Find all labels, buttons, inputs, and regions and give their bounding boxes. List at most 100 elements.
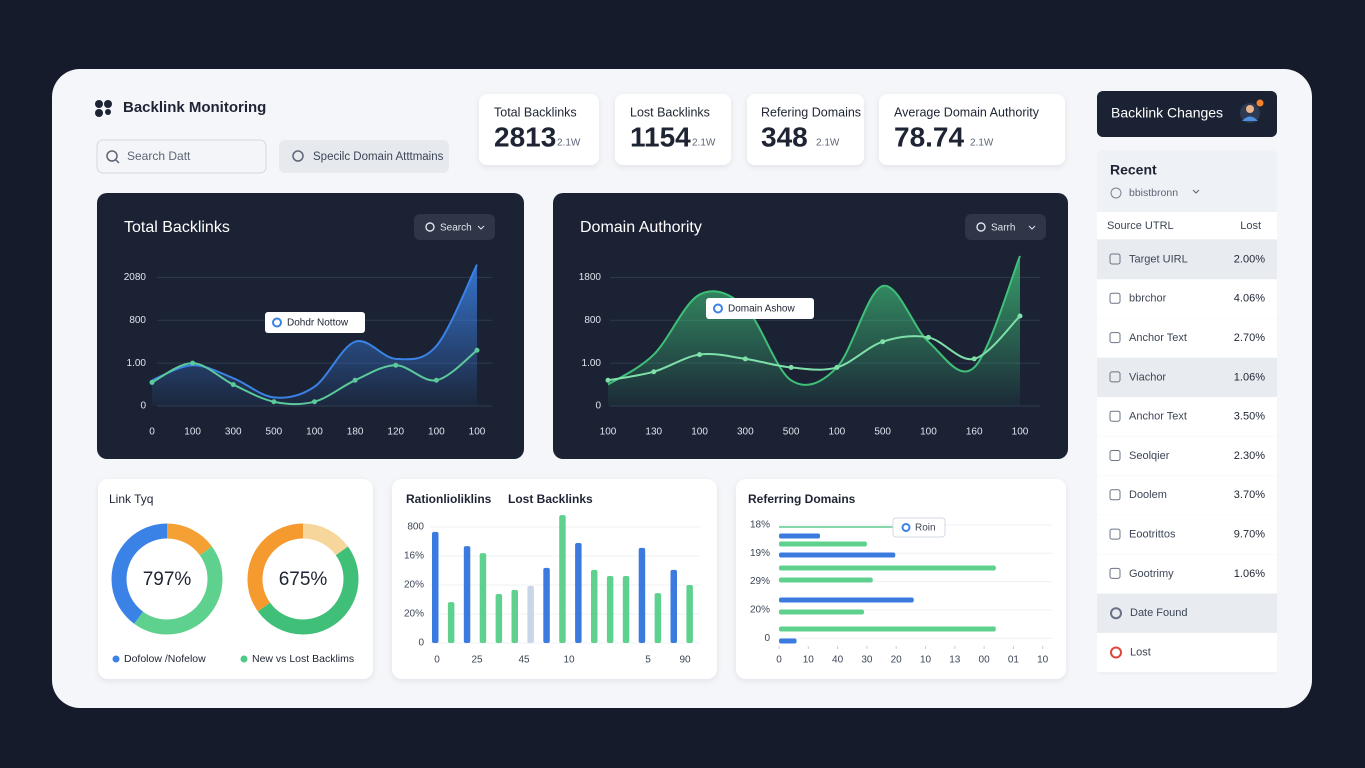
table-row	[1097, 633, 1277, 672]
search-button[interactable]	[414, 214, 495, 240]
point	[190, 360, 196, 366]
search-box[interactable]	[96, 139, 267, 174]
x-tick-label: 100	[428, 427, 445, 438]
row-icon	[1109, 371, 1121, 383]
x-tick-label: 10	[1037, 655, 1049, 666]
donut-center: 675%	[279, 569, 328, 590]
donut-segment	[111, 523, 223, 635]
point	[651, 369, 657, 375]
y-tick-label: 0	[140, 401, 146, 412]
stat-value: 348	[761, 121, 808, 152]
x-tick-label: 25	[471, 655, 483, 666]
x-tick-label: 300	[225, 427, 242, 438]
row-label: 0	[764, 633, 770, 644]
point	[433, 377, 439, 383]
point	[925, 334, 931, 340]
annotation: Dohdr Nottow	[287, 318, 349, 329]
row-label: Date Found	[1130, 607, 1187, 619]
button-label: Search	[440, 223, 472, 234]
x-tick-label: 100	[1012, 427, 1029, 438]
search-icon	[976, 222, 986, 232]
row-label: Doolem	[1129, 489, 1167, 501]
donut-center: 797%	[143, 569, 192, 590]
y-tick-label: 1800	[579, 272, 602, 283]
point	[230, 382, 236, 388]
row-value: 3.50%	[1234, 411, 1265, 423]
filter-dropdown[interactable]: bbistbronn	[1129, 187, 1178, 199]
avatar	[1246, 105, 1254, 113]
notification-dot	[1256, 99, 1264, 107]
y-tick-label: 1.00	[582, 358, 602, 369]
stat-value: 78.74	[894, 121, 964, 152]
point	[697, 352, 703, 358]
point	[788, 364, 794, 370]
logo	[95, 100, 112, 117]
legend-label: Roin	[915, 523, 936, 534]
x-tick-label: 100	[600, 427, 617, 438]
x-tick-label: 100	[691, 427, 708, 438]
x-tick-label: 5	[645, 655, 651, 666]
y-tick-label: 20%	[404, 609, 424, 620]
point	[393, 362, 399, 368]
row-icon	[1109, 292, 1121, 304]
annotation-icon	[713, 303, 723, 314]
search-icon	[425, 222, 435, 232]
point	[474, 347, 480, 353]
row-label: 20%	[750, 605, 770, 616]
table-row	[1097, 279, 1277, 319]
point	[1017, 313, 1023, 319]
row-icon	[1109, 332, 1121, 344]
x-tick-label: 180	[347, 427, 364, 438]
bar	[527, 585, 534, 643]
x-tick-label: 100	[469, 427, 486, 438]
filter-button[interactable]	[279, 140, 449, 173]
card-title: Link Tyq	[109, 492, 153, 506]
y-tick-label: 800	[129, 315, 146, 326]
row-label: Gootrimy	[1129, 568, 1174, 580]
bar	[779, 638, 797, 644]
section-title: Recent	[1110, 162, 1157, 178]
x-tick-label: 0	[776, 655, 782, 666]
area-fill	[152, 264, 477, 406]
x-tick-label: 40	[832, 655, 844, 666]
x-tick-label: 100	[184, 427, 201, 438]
search-icon	[106, 150, 118, 162]
annotation: Domain Ashow	[728, 304, 795, 315]
bar	[432, 531, 439, 643]
bar	[495, 593, 503, 643]
row-value: 2.00%	[1234, 253, 1265, 265]
x-tick-label: 30	[861, 655, 873, 666]
row-icon	[1110, 646, 1122, 659]
row-label: 18%	[750, 520, 770, 531]
point	[880, 339, 886, 345]
radio[interactable]	[1110, 187, 1122, 199]
row-label: Lost	[1130, 646, 1151, 658]
stat-label: Lost Backlinks	[630, 105, 710, 119]
x-tick-label: 0	[434, 655, 440, 666]
point	[149, 379, 155, 385]
point	[971, 356, 977, 362]
card-title: Rationlioliklins	[406, 492, 492, 506]
series-line	[607, 315, 1021, 382]
x-tick-label: 130	[645, 427, 662, 438]
table-row	[1097, 593, 1277, 633]
button-label: Sarrh	[991, 223, 1015, 234]
bar	[779, 541, 867, 547]
y-tick-label: 800	[407, 522, 424, 533]
point	[271, 399, 277, 405]
chart-title: Domain Authority	[580, 219, 702, 236]
row-value: 9.70%	[1234, 529, 1265, 541]
column-header: Source UTRL	[1107, 220, 1174, 232]
table-row	[1097, 475, 1277, 515]
row-value: 4.06%	[1234, 293, 1265, 305]
stat-label: Total Backlinks	[494, 105, 577, 119]
bar	[779, 626, 996, 632]
bar	[511, 589, 518, 643]
filter-icon	[292, 150, 304, 162]
search-button[interactable]	[965, 214, 1046, 240]
y-tick-label: 0	[595, 401, 601, 412]
bar	[559, 515, 566, 643]
stat-label: Refering Domains	[761, 105, 861, 119]
legend-icon	[901, 523, 911, 532]
